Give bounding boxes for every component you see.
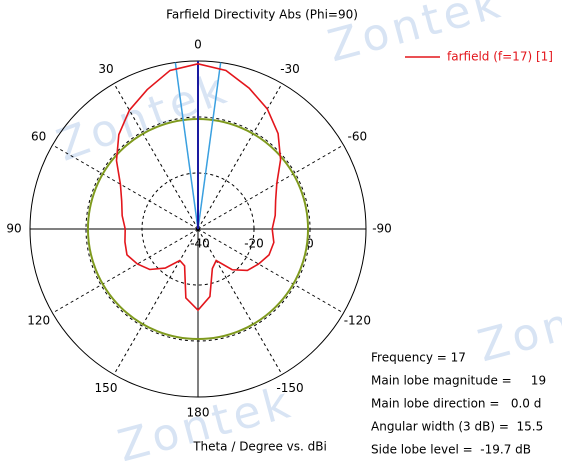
spoke bbox=[197, 228, 344, 314]
spoke bbox=[197, 228, 283, 375]
legend-label: farfield (f=17) [1] bbox=[447, 50, 553, 64]
theta-tick-label: -60 bbox=[348, 130, 368, 144]
info-text: Side lobe level = -19.7 dB bbox=[371, 443, 531, 457]
info-text: Main lobe direction = 0.0 d bbox=[371, 397, 541, 411]
spoke bbox=[113, 83, 199, 230]
theta-tick-label: 150 bbox=[95, 381, 118, 395]
spoke bbox=[197, 83, 283, 230]
r-tick-label: -40 bbox=[190, 237, 210, 251]
r-tick-label: 0 bbox=[306, 237, 314, 251]
spoke bbox=[197, 144, 344, 230]
theta-tick-label: -120 bbox=[344, 314, 371, 328]
theta-tick-label: -90 bbox=[372, 222, 392, 236]
theta-tick-label: 180 bbox=[187, 406, 210, 420]
pattern-line bbox=[115, 62, 282, 312]
info-text: Frequency = 17 bbox=[371, 351, 466, 365]
r-tick-label: -20 bbox=[244, 237, 264, 251]
info-text: Main lobe magnitude = 19 bbox=[371, 374, 546, 388]
beam-width-line bbox=[174, 62, 199, 230]
spoke bbox=[52, 144, 199, 230]
chart-title: Farfield Directivity Abs (Phi=90) bbox=[166, 8, 358, 22]
theta-tick-label: 120 bbox=[27, 314, 50, 328]
theta-tick-label: 30 bbox=[98, 62, 113, 76]
watermark: Zontek bbox=[473, 277, 562, 373]
axis-label: Theta / Degree vs. dBi bbox=[192, 440, 327, 454]
info-text: Angular width (3 dB) = 15.5 bbox=[371, 420, 543, 434]
beam-width-line bbox=[197, 62, 222, 230]
theta-tick-label: 60 bbox=[31, 130, 46, 144]
theta-tick-label: -150 bbox=[276, 381, 303, 395]
spoke bbox=[113, 228, 199, 375]
theta-tick-label: -30 bbox=[280, 62, 300, 76]
theta-tick-label: 90 bbox=[6, 222, 21, 236]
theta-tick-label: 0 bbox=[194, 38, 202, 52]
spoke bbox=[52, 228, 199, 314]
